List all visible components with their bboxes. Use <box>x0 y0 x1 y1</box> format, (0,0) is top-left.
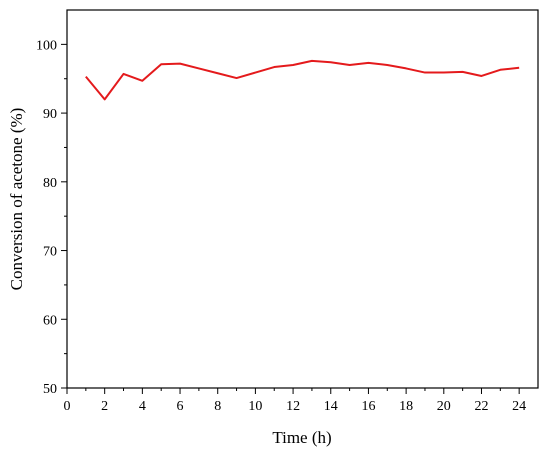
x-tick-label: 24 <box>512 399 526 414</box>
x-tick-label: 12 <box>286 399 300 414</box>
y-axis-ticks: 50 60 70 80 90 100 <box>36 38 67 397</box>
y-tick-label: 100 <box>36 38 57 53</box>
x-tick-label: 16 <box>361 399 375 414</box>
y-tick-label: 50 <box>43 382 57 397</box>
x-tick-label: 14 <box>324 399 338 414</box>
x-tick-label: 4 <box>139 399 146 414</box>
x-tick-label: 8 <box>214 399 221 414</box>
x-tick-label: 2 <box>101 399 108 414</box>
x-tick-label: 6 <box>177 399 184 414</box>
plot-frame <box>66 9 539 389</box>
x-tick-label: 22 <box>474 399 488 414</box>
x-axis-ticks: 0 2 4 6 8 10 12 14 16 18 20 22 24 <box>64 388 526 414</box>
y-axis-label: Conversion of acetone (%) <box>7 108 26 291</box>
x-tick-label: 10 <box>248 399 262 414</box>
x-tick-label: 18 <box>399 399 413 414</box>
y-tick-label: 70 <box>43 245 57 260</box>
x-tick-label: 20 <box>437 399 451 414</box>
x-axis-label: Time (h) <box>272 428 331 447</box>
x-tick-label: 0 <box>64 399 71 414</box>
y-tick-label: 60 <box>43 313 57 328</box>
y-tick-label: 90 <box>43 107 57 122</box>
series-layer <box>85 59 520 101</box>
y-tick-label: 80 <box>43 176 57 191</box>
series-line <box>85 59 520 101</box>
